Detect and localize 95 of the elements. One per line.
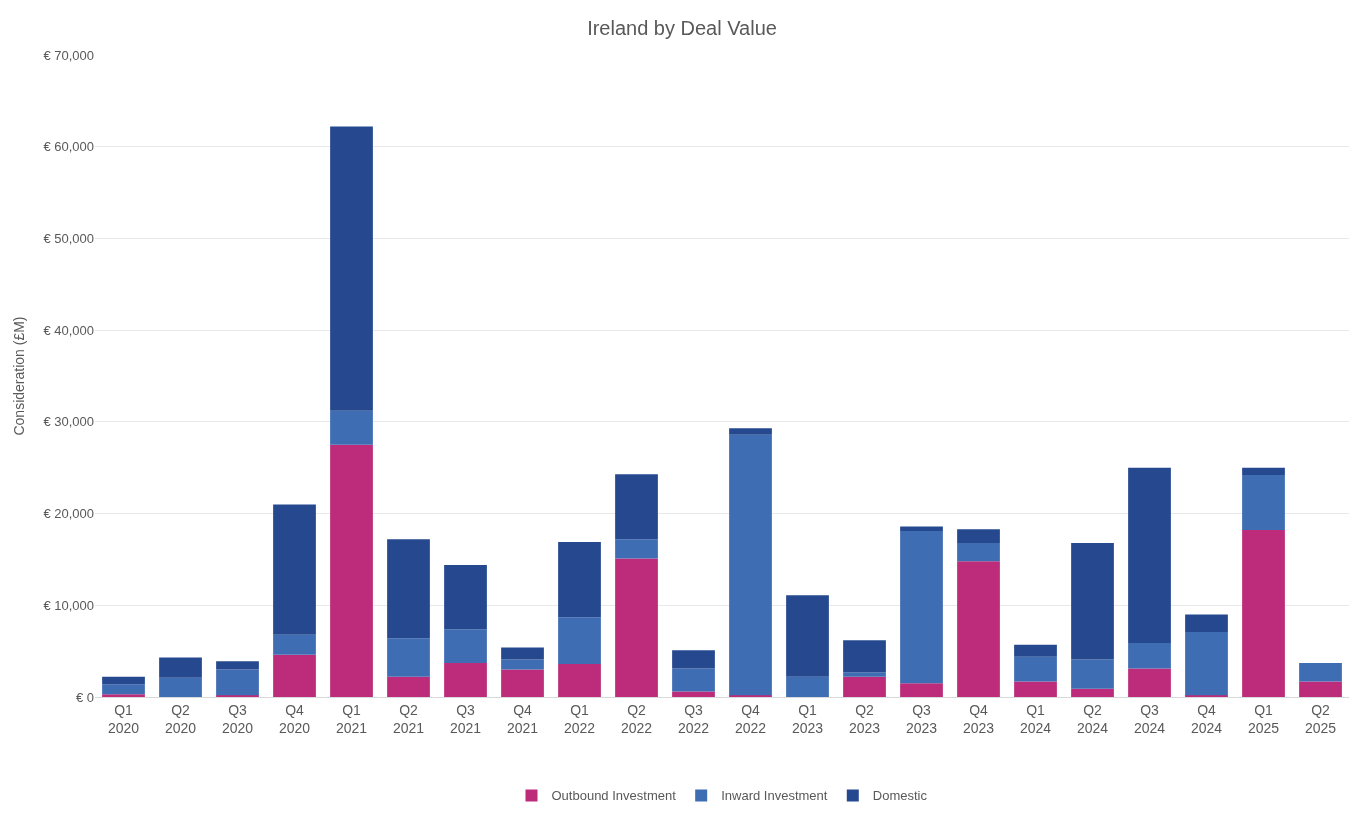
- bar: [672, 668, 715, 692]
- x-tick-label: Q1 2020: [107, 701, 140, 736]
- bar: [1128, 642, 1171, 669]
- bar: [444, 564, 487, 630]
- x-tick-label: Q3 2022: [677, 701, 710, 736]
- bar: [1014, 681, 1057, 697]
- bar: [786, 595, 829, 677]
- bar: [444, 663, 487, 697]
- y-tick-label: € 70,000: [43, 47, 94, 63]
- x-tick-label: Q1 2023: [791, 701, 824, 736]
- y-tick-label: € 50,000: [43, 230, 94, 246]
- bar: [558, 617, 601, 664]
- y-tick-label: € 60,000: [43, 139, 94, 155]
- x-tick-label: Q4 2021: [506, 701, 539, 736]
- bar: [843, 676, 886, 697]
- bar: [843, 640, 886, 673]
- bar: [387, 638, 430, 677]
- bar: [957, 561, 1000, 697]
- bar: [1071, 542, 1114, 660]
- bar: [387, 676, 430, 697]
- bar: [786, 676, 829, 697]
- bar: [1014, 656, 1057, 682]
- bar: [330, 444, 373, 697]
- x-tick-label: Q3 2023: [905, 701, 938, 736]
- legend-label: Domestic: [872, 788, 928, 804]
- x-tick-label: Q1 2024: [1019, 701, 1052, 736]
- x-tick-label: Q4 2020: [278, 701, 311, 736]
- bar: [615, 474, 658, 540]
- bar: [273, 504, 316, 635]
- bar: [501, 669, 544, 697]
- x-tick-label: Q4 2023: [962, 701, 995, 736]
- bar: [558, 663, 601, 697]
- y-tick-label: € 0: [75, 689, 94, 705]
- x-tick-label: Q2 2020: [164, 701, 197, 736]
- bar: [501, 647, 544, 660]
- bar: [501, 659, 544, 670]
- bar: [330, 126, 373, 411]
- bar: [1071, 688, 1114, 697]
- bar: [1299, 663, 1342, 682]
- x-tick-label: Q1 2022: [563, 701, 596, 736]
- bar: [159, 677, 202, 697]
- bar: [957, 529, 1000, 543]
- x-tick-label: Q2 2021: [392, 701, 425, 736]
- y-tick-label: € 40,000: [43, 322, 94, 338]
- x-tick-label: Q1 2021: [335, 701, 368, 736]
- bar: [900, 531, 943, 684]
- y-tick-label: € 10,000: [43, 597, 94, 613]
- y-axis-title: Consideration (£M): [10, 316, 27, 436]
- x-tick-label: Q2 2022: [620, 701, 653, 736]
- bar: [1128, 668, 1171, 697]
- bar: [558, 542, 601, 618]
- bar: [216, 669, 259, 696]
- x-tick-label: Q3 2020: [221, 701, 254, 736]
- bar: [387, 539, 430, 639]
- x-tick-label: Q3 2024: [1133, 701, 1166, 736]
- bar: [1185, 631, 1228, 696]
- bar: [1185, 614, 1228, 632]
- y-tick-label: € 20,000: [43, 506, 94, 522]
- bar: [102, 684, 145, 695]
- bar: [729, 434, 772, 696]
- bar: [1242, 530, 1285, 697]
- y-tick-label: € 30,000: [43, 414, 94, 430]
- bar: [615, 539, 658, 559]
- x-tick-label: Q4 2024: [1190, 701, 1223, 736]
- bar: [1299, 681, 1342, 697]
- x-tick-label: Q3 2021: [449, 701, 482, 736]
- bar: [102, 694, 145, 697]
- bar: [273, 654, 316, 697]
- legend-label: Inward Investment: [721, 788, 828, 804]
- bar: [615, 558, 658, 697]
- bar: [1014, 644, 1057, 657]
- x-tick-label: Q1 2025: [1247, 701, 1280, 736]
- x-tick-label: Q2 2023: [848, 701, 881, 736]
- bar: [330, 410, 373, 445]
- legend-label: Outbound Investment: [551, 788, 677, 804]
- bar: [672, 650, 715, 669]
- bar: [273, 634, 316, 655]
- bar: [957, 542, 1000, 562]
- bar: [672, 691, 715, 697]
- x-tick-label: Q2 2025: [1304, 701, 1337, 736]
- bar: [900, 526, 943, 531]
- bar: [1128, 467, 1171, 643]
- bar: [216, 661, 259, 670]
- x-tick-label: Q4 2022: [734, 701, 767, 736]
- bar: [1242, 467, 1285, 476]
- bar: [444, 629, 487, 664]
- bar: [843, 672, 886, 677]
- bar: [1071, 659, 1114, 689]
- x-tick-label: Q2 2024: [1076, 701, 1109, 736]
- bar: [900, 683, 943, 697]
- bar: [102, 676, 145, 685]
- bar: [159, 657, 202, 678]
- bar: [729, 428, 772, 435]
- bar: [1242, 475, 1285, 531]
- chart-title: Ireland by Deal Value: [587, 16, 777, 39]
